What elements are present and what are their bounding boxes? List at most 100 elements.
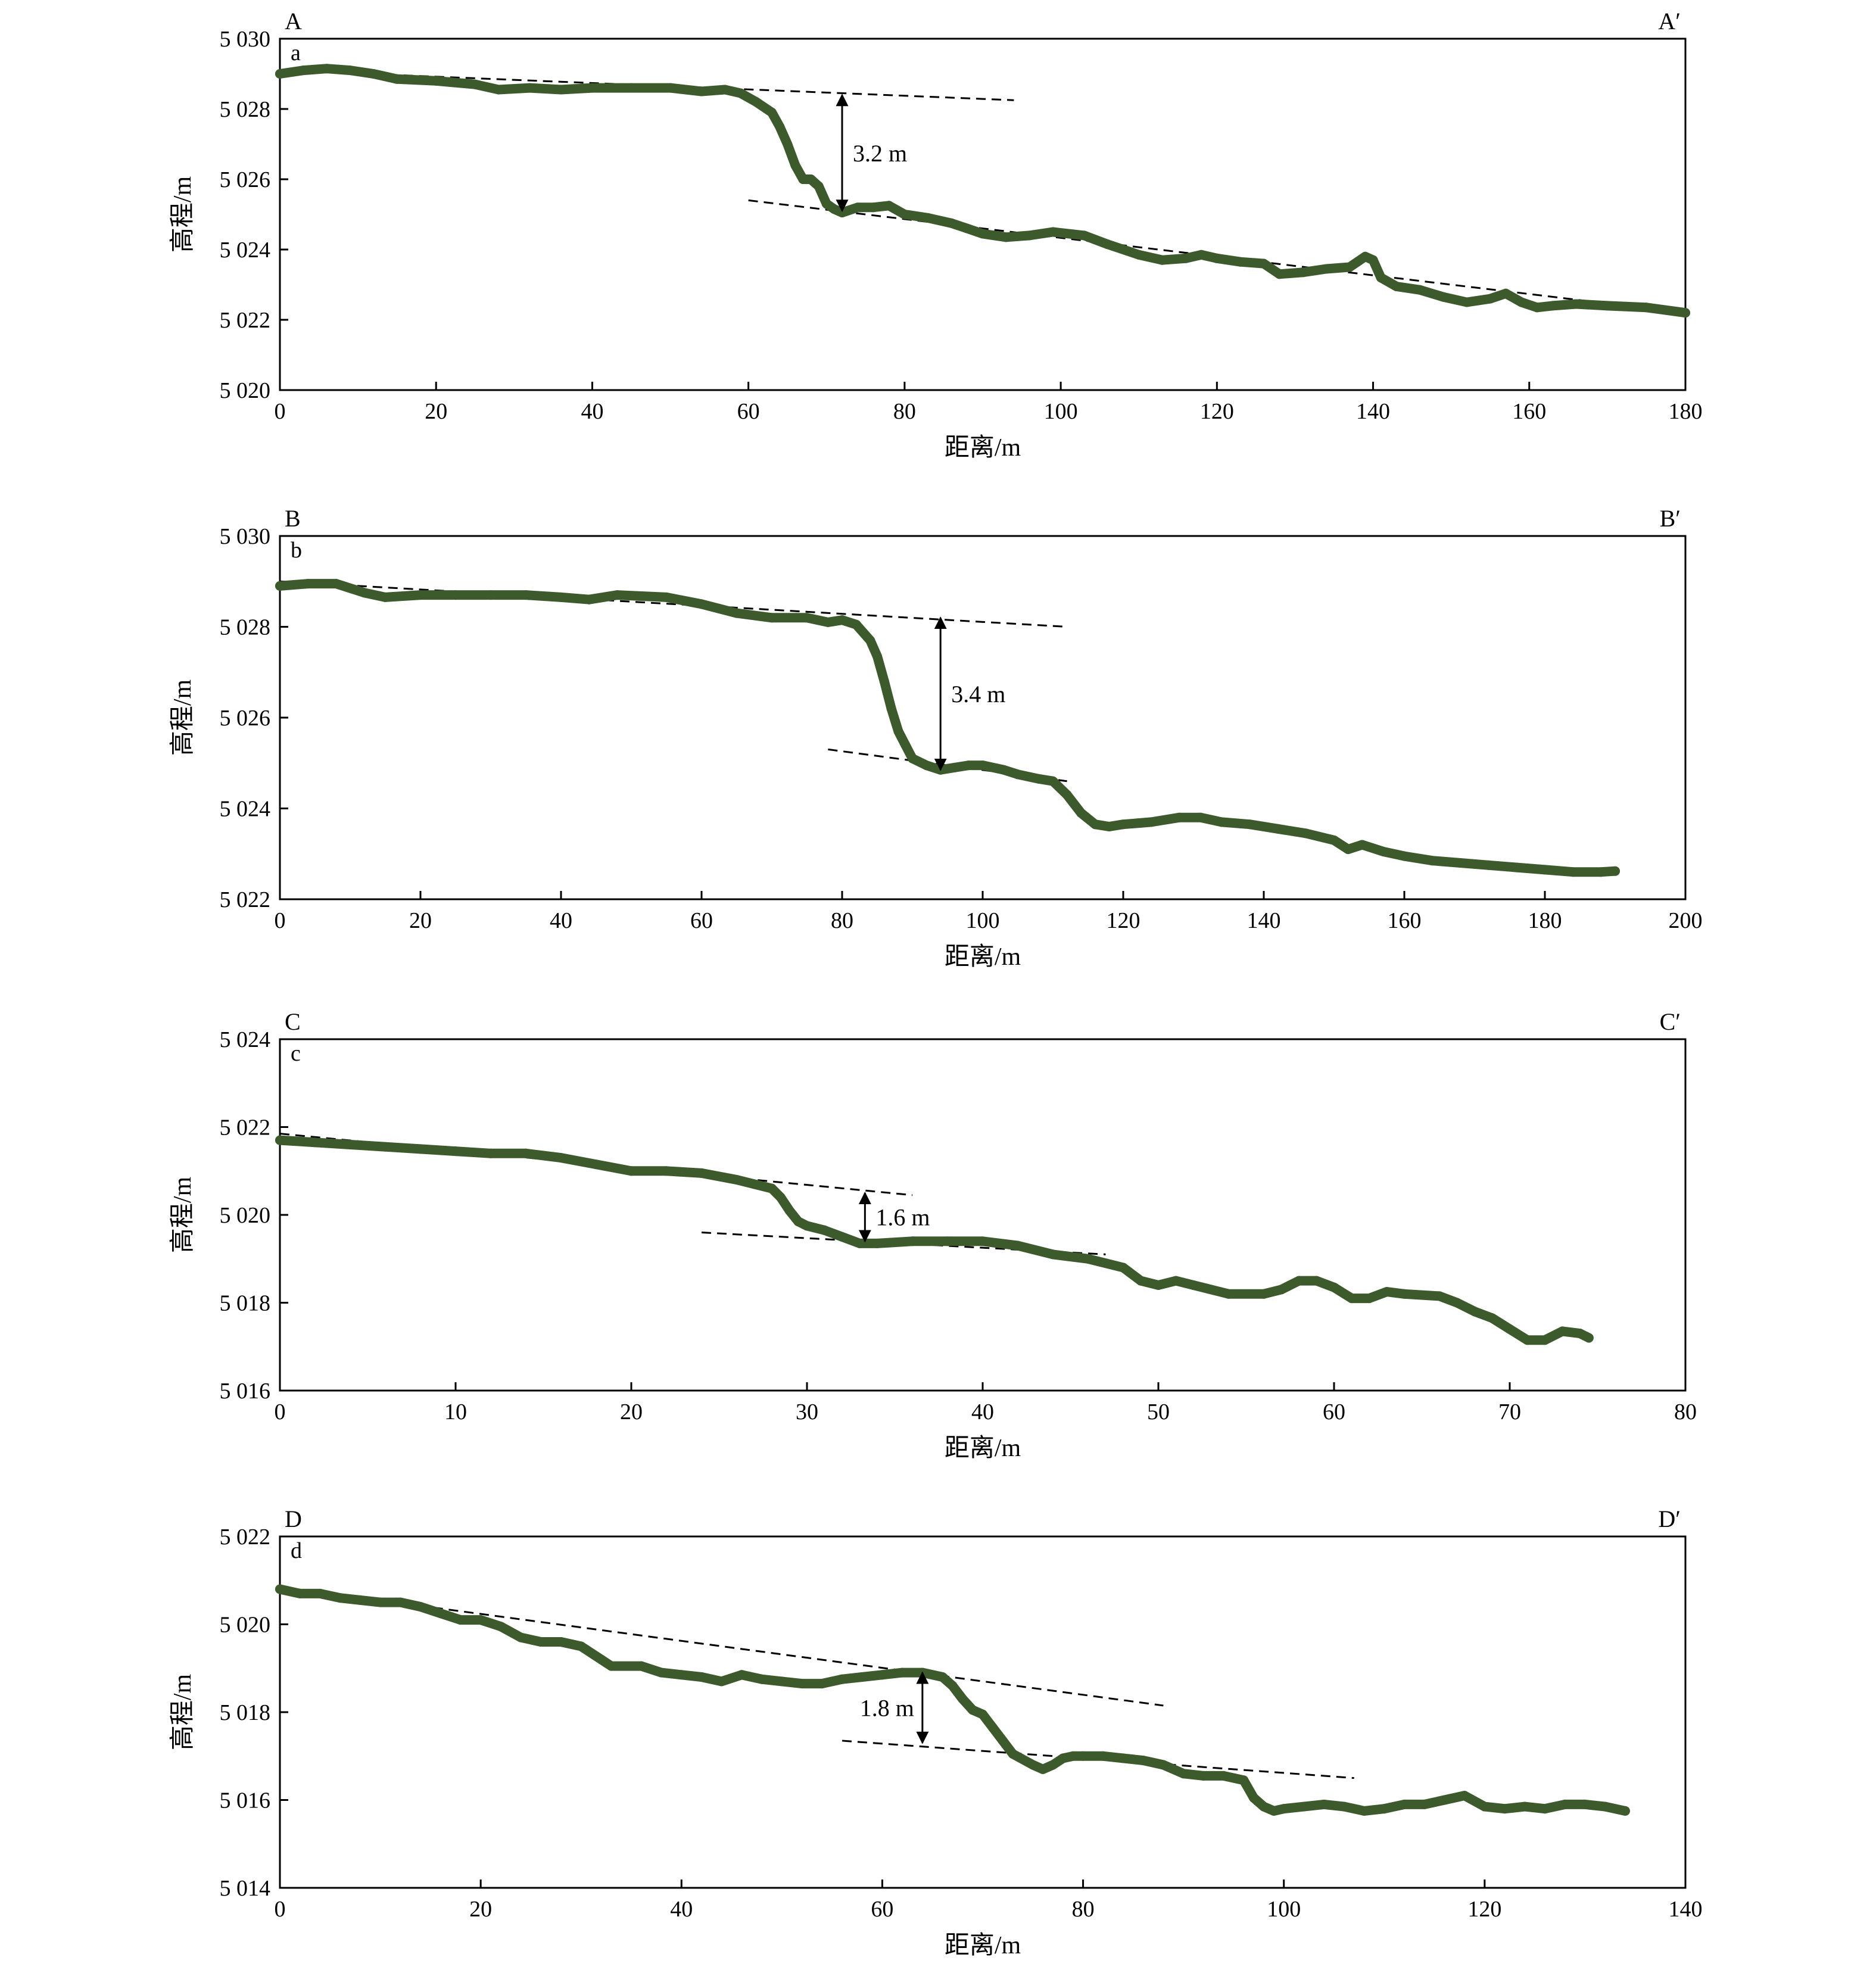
x-tick-label: 0 xyxy=(275,399,286,424)
profile-point xyxy=(732,1175,741,1185)
profile-point xyxy=(451,1146,460,1157)
profile-point xyxy=(1048,227,1058,237)
profile-point xyxy=(1028,1760,1038,1770)
profile-point xyxy=(1347,1293,1357,1304)
profile-point xyxy=(1136,1276,1146,1286)
y-tick-label: 5 024 xyxy=(220,238,271,263)
x-tick-label: 20 xyxy=(425,399,447,424)
profile-end-label: D′ xyxy=(1658,1506,1681,1532)
x-tick-label: 0 xyxy=(275,1400,286,1425)
x-tick-label: 40 xyxy=(581,399,603,424)
profile-point xyxy=(1154,1280,1163,1290)
y-tick-label: 5 028 xyxy=(220,615,271,640)
profile-point xyxy=(1273,824,1283,834)
y-tick-label: 5 020 xyxy=(220,378,271,403)
profile-point xyxy=(998,1735,1008,1746)
profile-point xyxy=(736,88,746,98)
profile-point xyxy=(1596,867,1606,877)
profile-point xyxy=(1013,1240,1023,1251)
profile-point xyxy=(275,1584,285,1594)
x-tick-label: 80 xyxy=(1674,1400,1697,1425)
y-tick-label: 5 020 xyxy=(220,1613,271,1638)
profile-point xyxy=(1245,819,1255,830)
profile-point xyxy=(978,1709,987,1719)
profile-end-label: B′ xyxy=(1660,505,1681,532)
x-tick-label: 140 xyxy=(1356,399,1390,424)
profile-point xyxy=(797,1679,807,1689)
profile-point xyxy=(1557,1326,1568,1336)
profile-point xyxy=(900,740,911,750)
y-tick-label: 5 022 xyxy=(220,887,271,912)
profile-point xyxy=(1058,1753,1068,1763)
profile-point xyxy=(381,592,390,602)
x-tick-label: 80 xyxy=(893,399,916,424)
profile-point xyxy=(877,1670,887,1680)
profile-point xyxy=(1584,1333,1594,1343)
profile-point xyxy=(1180,253,1191,263)
profile-point xyxy=(1076,808,1086,818)
profile-point xyxy=(1532,303,1542,313)
profile-point xyxy=(872,652,882,662)
profile-point xyxy=(1600,1801,1610,1812)
profile-point xyxy=(1118,1753,1128,1763)
profile-point xyxy=(837,1232,847,1242)
profile-point xyxy=(1571,299,1581,309)
x-axis-title: 距离/m xyxy=(945,434,1021,462)
y-tick-label: 5 024 xyxy=(220,1027,271,1052)
profile-point xyxy=(853,202,863,213)
profile-point xyxy=(335,1593,345,1603)
profile-point xyxy=(1235,257,1245,267)
profile-start-label: D xyxy=(285,1506,302,1532)
x-tick-label: 140 xyxy=(1247,908,1281,933)
elevation-profile-line xyxy=(275,1584,1630,1816)
profile-point xyxy=(1505,1324,1514,1334)
profile-point xyxy=(1024,230,1034,241)
offset-label: 3.4 m xyxy=(951,681,1005,707)
profile-point xyxy=(656,1667,666,1678)
profile-point xyxy=(1259,1801,1269,1812)
profile-point xyxy=(1641,303,1651,313)
profile-point xyxy=(1179,1769,1189,1779)
profile-point xyxy=(1439,1795,1450,1805)
profile-point xyxy=(1259,258,1269,269)
profile-point xyxy=(1620,1806,1630,1816)
x-tick-label: 80 xyxy=(1072,1897,1095,1922)
profile-point xyxy=(1343,844,1353,855)
profile-point xyxy=(310,1137,320,1148)
y-axis-title: 高程/m xyxy=(169,176,197,253)
profile-point xyxy=(612,590,622,600)
profile-point xyxy=(1435,1291,1444,1301)
profile-point xyxy=(837,1674,847,1684)
y-tick-label: 5 020 xyxy=(220,1203,271,1228)
x-tick-label: 80 xyxy=(831,908,853,933)
profile-point xyxy=(1083,1254,1093,1264)
profile-point xyxy=(1461,297,1472,307)
profile-point xyxy=(295,1588,305,1598)
profile-point xyxy=(275,69,285,79)
profile-point xyxy=(1485,294,1495,304)
profile-point xyxy=(1400,1799,1409,1809)
x-tick-label: 50 xyxy=(1147,1400,1170,1425)
profile-point xyxy=(1378,846,1388,856)
profile-start-label: B xyxy=(285,505,301,532)
profile-point xyxy=(303,579,313,589)
profile-point xyxy=(697,1168,706,1178)
profile-point xyxy=(1359,1806,1369,1816)
profile-point xyxy=(720,85,730,95)
profile-point xyxy=(1038,1764,1048,1774)
profile-point xyxy=(1456,858,1466,868)
x-tick-label: 100 xyxy=(966,908,1000,933)
profile-point xyxy=(1279,1804,1289,1814)
profile-point xyxy=(886,703,896,713)
profile-point xyxy=(606,1661,616,1671)
x-tick-label: 60 xyxy=(690,908,713,933)
profile-point xyxy=(737,1670,747,1680)
x-tick-label: 100 xyxy=(1267,1897,1301,1922)
profile-point xyxy=(1048,776,1058,786)
profile-point xyxy=(868,202,878,213)
profile-point xyxy=(1298,267,1308,278)
profile-point xyxy=(872,1238,882,1248)
profile-point xyxy=(516,1632,526,1642)
profile-point xyxy=(823,617,833,627)
